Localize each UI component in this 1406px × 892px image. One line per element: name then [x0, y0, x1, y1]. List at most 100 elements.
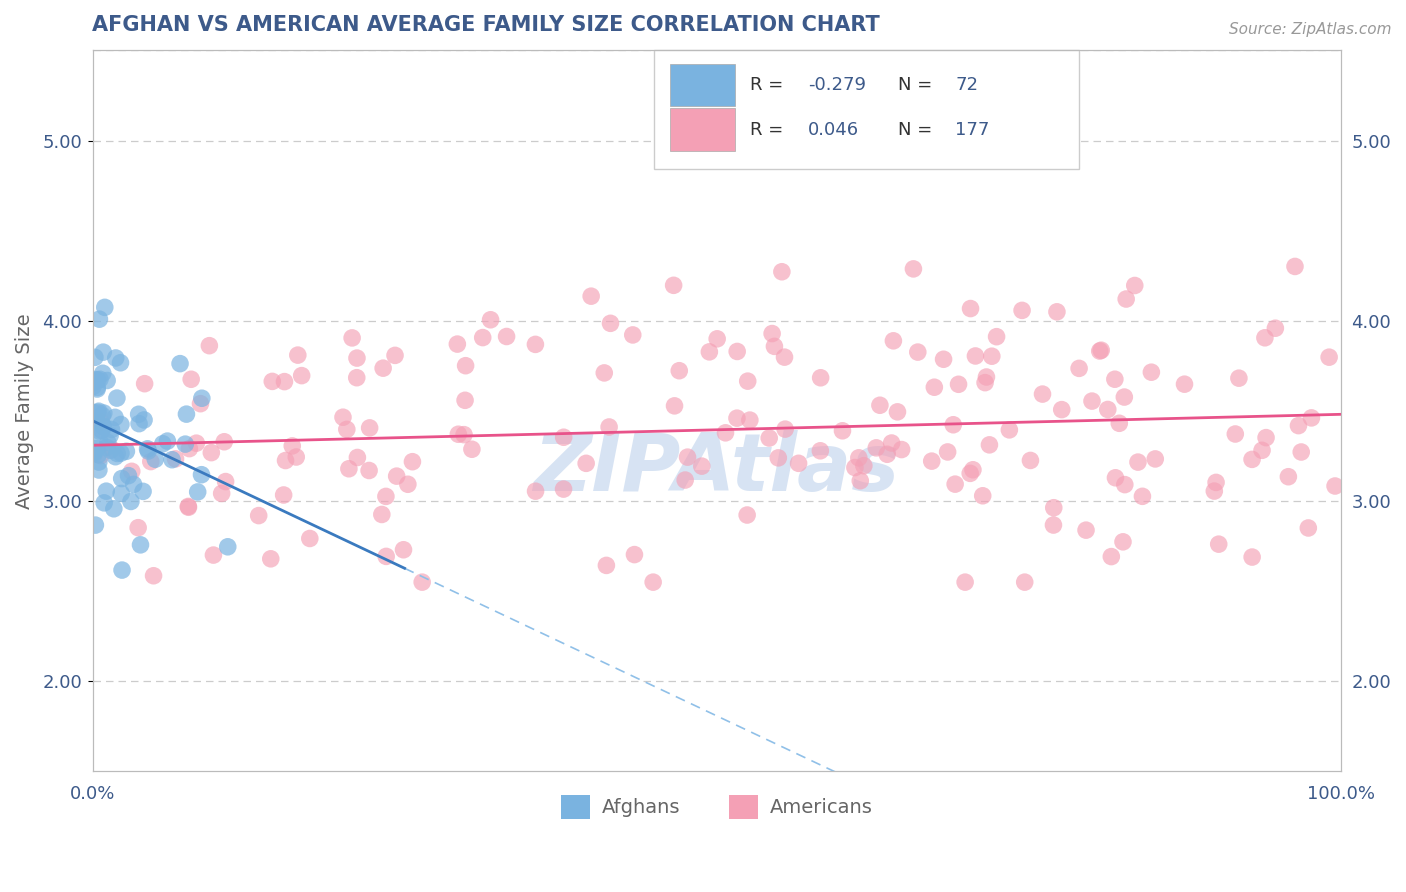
Point — [86, 380, 108, 394]
FancyBboxPatch shape — [654, 51, 1078, 169]
Point — [453, 427, 475, 442]
Point — [110, 486, 132, 500]
Point — [104, 410, 127, 425]
Point — [87, 455, 110, 469]
Text: 177: 177 — [955, 120, 990, 139]
Point — [1042, 518, 1064, 533]
Point — [359, 421, 381, 435]
Point — [1042, 500, 1064, 515]
Point — [737, 374, 759, 388]
Point — [810, 371, 832, 385]
Point — [1115, 292, 1137, 306]
Point — [1112, 534, 1135, 549]
Point — [869, 398, 891, 412]
Text: AFGHAN VS AMERICAN AVERAGE FAMILY SIZE CORRELATION CHART: AFGHAN VS AMERICAN AVERAGE FAMILY SIZE C… — [93, 15, 880, 35]
Point — [346, 351, 368, 365]
Point — [214, 475, 236, 489]
Point — [1204, 484, 1226, 499]
Point — [120, 494, 142, 508]
Point — [948, 377, 970, 392]
Point — [97, 435, 120, 450]
Point — [1277, 469, 1299, 483]
Point — [191, 391, 214, 405]
Point — [128, 417, 150, 431]
Point — [986, 329, 1008, 343]
Point — [1088, 344, 1111, 359]
Point — [1288, 418, 1310, 433]
Point — [96, 484, 118, 499]
Point — [84, 351, 107, 365]
Point — [104, 351, 127, 365]
Point — [664, 399, 686, 413]
Point — [371, 508, 394, 522]
Point — [174, 437, 197, 451]
Text: ZIPAtlas: ZIPAtlas — [533, 430, 900, 508]
Point — [1208, 537, 1230, 551]
Point — [974, 376, 997, 390]
Point — [152, 437, 174, 451]
Point — [924, 380, 946, 394]
Point — [83, 375, 105, 389]
Point — [768, 450, 790, 465]
Legend: Afghans, Americans: Afghans, Americans — [553, 788, 880, 827]
Point — [1241, 452, 1264, 467]
Point — [579, 289, 602, 303]
Point — [217, 540, 239, 554]
Point — [770, 265, 793, 279]
Point — [90, 449, 112, 463]
Point — [143, 452, 166, 467]
Point — [274, 453, 297, 467]
Point — [1225, 427, 1247, 442]
Point — [1014, 575, 1036, 590]
Point — [1097, 402, 1119, 417]
Point — [98, 428, 121, 442]
Point — [479, 312, 502, 326]
Point — [384, 348, 406, 362]
Point — [1104, 471, 1126, 485]
Point — [1074, 523, 1097, 537]
Point — [179, 442, 201, 456]
Point — [332, 410, 354, 425]
Point — [281, 439, 304, 453]
Point — [186, 436, 208, 450]
Point — [907, 345, 929, 359]
Point — [83, 445, 105, 459]
Point — [1031, 387, 1053, 401]
Point — [1227, 371, 1250, 385]
Point — [575, 456, 598, 470]
Point — [96, 374, 118, 388]
Point — [134, 376, 156, 391]
Point — [87, 404, 110, 418]
Point — [844, 460, 866, 475]
Point — [599, 316, 621, 330]
Point — [1046, 305, 1069, 319]
Point — [447, 427, 470, 442]
Point — [808, 443, 831, 458]
Point — [890, 442, 912, 457]
Point — [1081, 394, 1104, 409]
Point — [1254, 331, 1277, 345]
Point — [83, 417, 105, 432]
Point — [1241, 550, 1264, 565]
Point — [593, 366, 616, 380]
Point — [979, 438, 1001, 452]
Point — [94, 301, 117, 315]
Point — [169, 357, 191, 371]
Point — [132, 484, 155, 499]
Text: R =: R = — [751, 76, 789, 94]
Point — [93, 419, 115, 434]
Point — [136, 444, 159, 458]
Point — [93, 496, 115, 510]
Point — [668, 364, 690, 378]
Point — [190, 397, 212, 411]
Point — [202, 548, 225, 562]
Point — [247, 508, 270, 523]
Point — [273, 488, 295, 502]
Point — [461, 442, 484, 457]
Point — [96, 441, 118, 455]
Point — [392, 542, 415, 557]
Point — [972, 489, 994, 503]
Point — [1050, 402, 1073, 417]
Point — [132, 413, 155, 427]
Point — [87, 373, 110, 387]
